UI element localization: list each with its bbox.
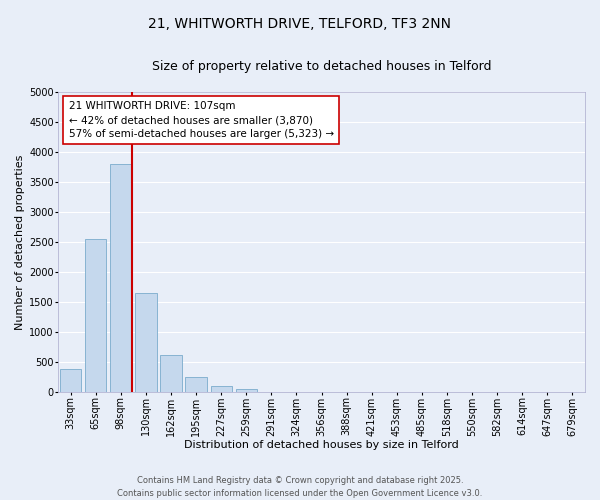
Bar <box>236 389 257 392</box>
Bar <box>60 369 81 392</box>
Bar <box>110 164 131 392</box>
Y-axis label: Number of detached properties: Number of detached properties <box>15 154 25 330</box>
Bar <box>135 293 157 392</box>
Text: 21 WHITWORTH DRIVE: 107sqm
← 42% of detached houses are smaller (3,870)
57% of s: 21 WHITWORTH DRIVE: 107sqm ← 42% of deta… <box>68 101 334 139</box>
Bar <box>85 239 106 392</box>
Text: 21, WHITWORTH DRIVE, TELFORD, TF3 2NN: 21, WHITWORTH DRIVE, TELFORD, TF3 2NN <box>149 18 452 32</box>
Bar <box>185 377 207 392</box>
Text: Contains HM Land Registry data © Crown copyright and database right 2025.
Contai: Contains HM Land Registry data © Crown c… <box>118 476 482 498</box>
Bar <box>211 386 232 392</box>
Bar <box>160 355 182 392</box>
Title: Size of property relative to detached houses in Telford: Size of property relative to detached ho… <box>152 60 491 73</box>
X-axis label: Distribution of detached houses by size in Telford: Distribution of detached houses by size … <box>184 440 459 450</box>
